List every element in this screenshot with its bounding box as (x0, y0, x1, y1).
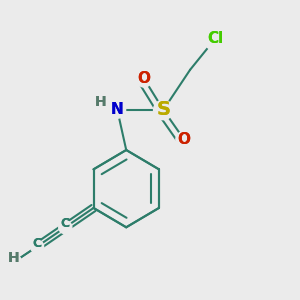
Circle shape (176, 131, 193, 148)
Text: C: C (61, 217, 70, 230)
Text: S: S (156, 100, 170, 119)
Circle shape (31, 240, 44, 253)
Text: N: N (111, 102, 124, 117)
Text: O: O (138, 71, 151, 86)
Circle shape (94, 96, 107, 109)
Circle shape (8, 255, 21, 268)
Text: Cl: Cl (207, 31, 224, 46)
Circle shape (59, 221, 72, 234)
Circle shape (109, 102, 126, 118)
Text: O: O (178, 132, 191, 147)
Circle shape (203, 27, 227, 50)
Text: H: H (8, 251, 19, 266)
Text: C: C (61, 217, 70, 230)
Text: H: H (95, 95, 107, 110)
Text: S: S (156, 100, 170, 119)
Text: N: N (111, 102, 124, 117)
Text: Cl: Cl (207, 31, 224, 46)
Circle shape (136, 70, 152, 87)
Circle shape (154, 100, 173, 120)
Text: O: O (138, 71, 151, 86)
Text: C: C (32, 236, 42, 250)
Text: O: O (178, 132, 191, 147)
Text: H: H (95, 95, 107, 110)
Text: C: C (32, 236, 42, 250)
Text: H: H (8, 251, 19, 266)
